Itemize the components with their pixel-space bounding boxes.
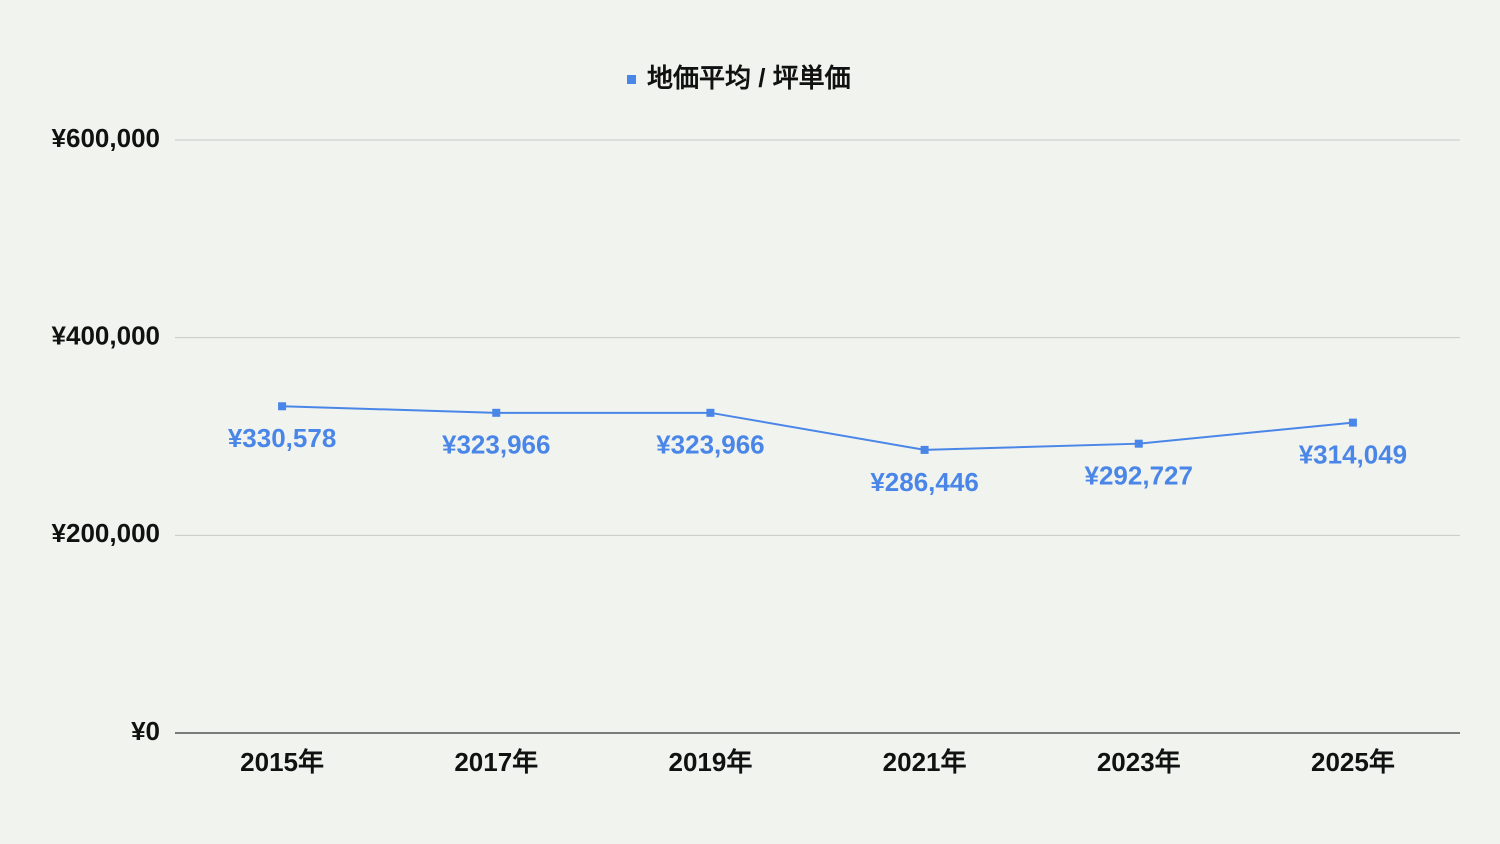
line [282,405,1354,451]
legend-marker [627,75,636,84]
point [920,445,929,454]
y-tick-label: ¥200,000 [52,518,160,548]
x-tick-label: 2019年 [668,747,752,777]
x-tick-label: 2021年 [883,747,967,777]
y-tick-label: ¥0 [131,716,160,746]
point [1348,418,1357,427]
data-label: ¥330,578 [228,423,336,453]
x-tick-label: 2023年 [1097,747,1181,777]
data-label: ¥323,966 [442,430,550,460]
y-tick-label: ¥600,000 [52,123,160,153]
data-label: ¥286,446 [870,467,978,497]
point [1134,439,1143,448]
data-label: ¥314,049 [1299,439,1407,469]
legend-label: 地価平均 / 坪単価 [647,63,851,93]
x-tick-label: 2015年 [240,747,324,777]
point [492,408,501,417]
point [278,402,287,411]
x-tick-label: 2025年 [1311,747,1395,777]
data-label: ¥292,727 [1085,461,1193,491]
y-tick-label: ¥400,000 [52,321,160,351]
data-label: ¥323,966 [656,430,764,460]
point [706,408,715,417]
x-tick-label: 2017年 [454,747,538,777]
